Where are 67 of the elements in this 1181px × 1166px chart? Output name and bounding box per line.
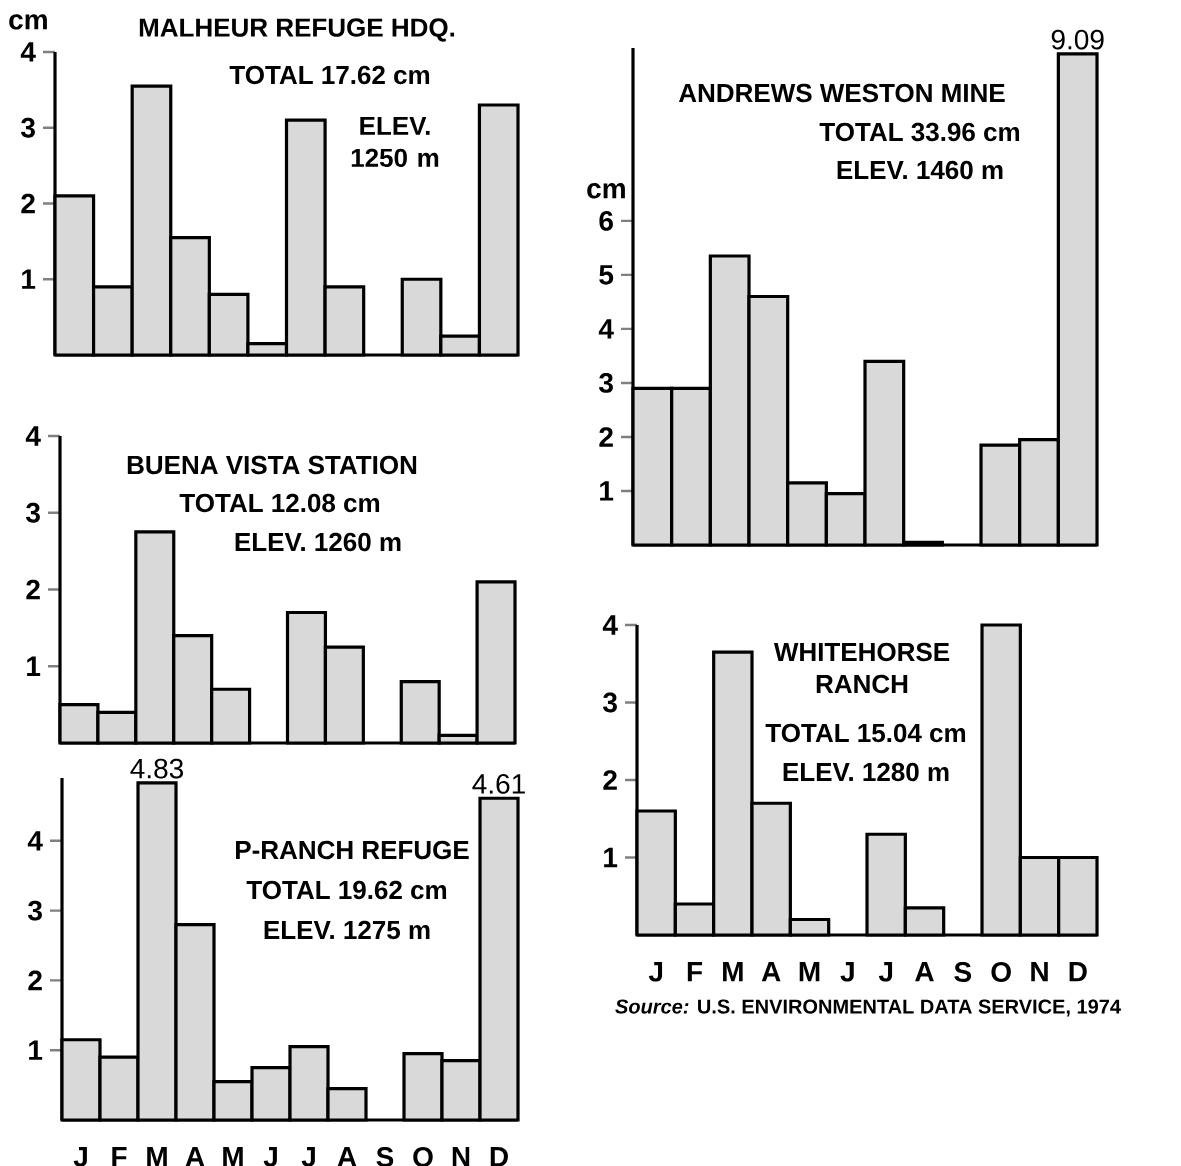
y-tick-label: 3: [27, 900, 42, 921]
data-label: 9.09: [1051, 29, 1104, 50]
y-tick-label: 4: [602, 615, 618, 635]
x-tick-label: F: [687, 962, 703, 982]
y-tick-label: 4: [598, 319, 614, 339]
x-tick-label: J: [73, 1147, 87, 1166]
x-tick-label: N: [452, 1147, 470, 1166]
y-tick-label: 1: [22, 269, 36, 289]
text: TOTAL 19.62 cm: [246, 880, 447, 900]
x-tick-label: D: [490, 1147, 508, 1166]
y-tick-label: 3: [599, 372, 613, 393]
x-tick-label: J: [878, 962, 893, 982]
y-tick-label: 2: [599, 427, 613, 447]
x-tick-label: M: [147, 1147, 167, 1166]
y-tick-label: 1: [27, 656, 41, 676]
x-tick-label: O: [413, 1147, 433, 1166]
x-tick-label: J: [263, 1147, 277, 1166]
text: WHITEHORSE RANCH: [773, 642, 950, 694]
annotation: ELEV. 1250 m: [351, 116, 439, 168]
x-tick-label: J: [840, 962, 854, 982]
x-tick-label: N: [1031, 962, 1048, 982]
y-tick-label: 1: [600, 481, 614, 501]
y-tick-label: 1: [29, 1040, 43, 1060]
y-tick-label: 6: [599, 210, 613, 231]
text: P-RANCH REFUGE: [236, 840, 469, 860]
annotation: ELEV. 1460 m: [837, 160, 1003, 180]
chart-subtitle: TOTAL 17.62 cm: [229, 65, 430, 85]
y-tick-label: 1: [604, 847, 618, 868]
y-axis-title: cm: [587, 183, 625, 199]
x-tick-label: A: [915, 962, 934, 982]
x-tick-label: D: [1069, 962, 1087, 982]
y-tick-label: 2: [21, 193, 35, 214]
y-axis-title: cm: [9, 14, 47, 30]
data-label: 4.61: [472, 774, 525, 794]
text: ANDREWS WESTON MINE: [678, 83, 1005, 103]
text: TOTAL 15.04 cm: [765, 723, 966, 743]
chart-title: MALHEUR REFUGE HDQ.: [139, 18, 455, 42]
y-tick-label: 2: [28, 970, 42, 991]
annotation: ELEV. 1275 m: [264, 920, 430, 940]
text: Source: U.S. ENVIRONMENTAL DATA SERVICE, 1974: [615, 999, 1121, 1017]
y-tick-label: 3: [25, 502, 40, 523]
y-tick-label: 3: [603, 692, 617, 713]
x-tick-label: S: [954, 962, 972, 982]
y-tick-label: 5: [599, 265, 614, 285]
x-tick-label: J: [301, 1147, 315, 1166]
y-tick-label: 4: [27, 831, 43, 851]
y-tick-label: 2: [26, 579, 40, 600]
y-tick-label: 2: [603, 770, 617, 790]
data-label: 4.83: [130, 758, 184, 779]
text: BUENA VISTA STATION: [127, 455, 417, 475]
x-tick-label: F: [112, 1147, 127, 1166]
x-tick-label: A: [761, 962, 781, 982]
x-tick-label: O: [991, 962, 1011, 982]
x-tick-label: A: [185, 1147, 205, 1166]
annotation: ELEV. 1280 m: [783, 762, 949, 782]
text: TOTAL 12.08 cm: [179, 493, 380, 513]
x-tick-label: M: [223, 1147, 243, 1166]
y-tick-label: 4: [20, 42, 36, 62]
x-tick-label: M: [799, 962, 820, 982]
x-tick-label: J: [648, 962, 663, 982]
y-tick-label: 4: [25, 426, 41, 446]
x-tick-label: S: [376, 1147, 394, 1166]
y-tick-label: 3: [20, 117, 35, 138]
annotation: ELEV. 1260 m: [235, 532, 401, 552]
x-tick-label: M: [723, 962, 743, 982]
text: TOTAL 33.96 cm: [819, 122, 1020, 142]
x-tick-label: A: [337, 1147, 357, 1166]
